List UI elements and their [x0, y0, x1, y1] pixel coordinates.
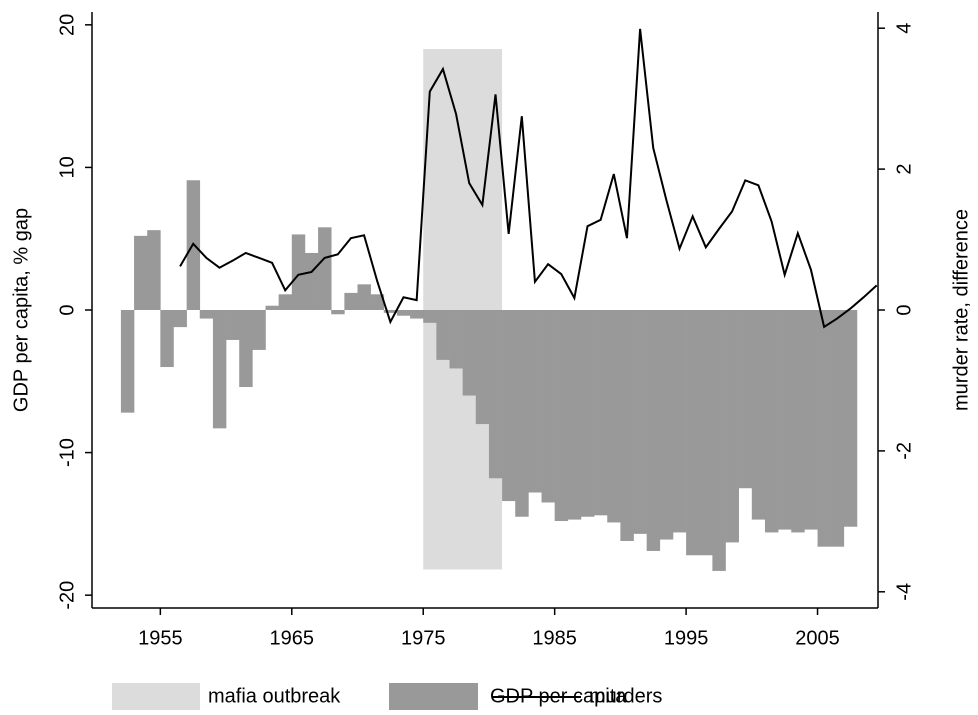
x-tick-label: 1985 — [532, 627, 577, 649]
bar — [646, 310, 661, 551]
bar — [580, 310, 595, 517]
x-tick-label: 1955 — [138, 627, 183, 649]
bar — [357, 284, 371, 310]
bar — [199, 310, 214, 319]
y-tick-label: 0 — [56, 304, 78, 315]
bar — [830, 310, 845, 547]
bar — [633, 310, 647, 534]
bar — [725, 310, 739, 543]
legend-swatch — [112, 683, 200, 710]
bar — [804, 310, 818, 530]
legend-swatch — [389, 683, 478, 710]
y2-tick-label: 2 — [893, 164, 915, 175]
bar — [751, 310, 766, 520]
bar — [212, 310, 227, 429]
y2-tick-label: 0 — [893, 304, 915, 315]
bar — [738, 310, 753, 489]
bar — [436, 310, 450, 360]
bar — [318, 227, 332, 310]
x-tick-label: 1965 — [270, 627, 315, 649]
bar — [160, 310, 174, 368]
bar — [396, 310, 411, 316]
bar — [173, 310, 187, 328]
bar — [344, 292, 358, 310]
bar — [778, 310, 792, 530]
y-tick-label: -10 — [56, 438, 78, 467]
bar — [620, 310, 634, 541]
line — [179, 28, 878, 329]
x-tick-label: 2005 — [795, 627, 840, 649]
bar — [791, 310, 805, 533]
bar — [554, 310, 569, 522]
bar — [594, 310, 608, 516]
bar — [239, 310, 253, 387]
bar — [304, 252, 319, 310]
bar — [528, 310, 542, 493]
bar — [383, 310, 398, 313]
bar — [147, 230, 161, 310]
bar — [410, 310, 424, 319]
bar — [120, 310, 135, 413]
y2-tick-label: -2 — [893, 442, 915, 460]
bar — [423, 310, 437, 323]
legend-label: murders — [589, 685, 662, 707]
bar — [278, 294, 293, 310]
y-axis-title: GDP per capita, % gap — [10, 208, 32, 412]
bar — [712, 310, 726, 571]
bar — [541, 310, 555, 503]
bar — [699, 310, 713, 556]
x-tick-label: 1975 — [401, 627, 446, 649]
y-tick-label: 10 — [56, 156, 78, 178]
y2-tick-label: -4 — [893, 583, 915, 601]
bar — [134, 235, 148, 310]
bar — [817, 310, 831, 547]
bar — [449, 310, 463, 369]
bar — [686, 310, 700, 556]
legend-label: mafia outbreak — [208, 685, 341, 707]
bar — [252, 310, 266, 350]
bar — [226, 310, 240, 340]
bar — [672, 310, 687, 533]
bar — [291, 234, 306, 310]
bar — [462, 310, 477, 396]
bar — [515, 310, 529, 517]
x-tick-label: 1995 — [664, 627, 709, 649]
bar — [370, 294, 385, 310]
shade-region — [423, 49, 503, 570]
y2-axis-title: murder rate, difference — [950, 209, 972, 411]
y-tick-label: 20 — [56, 14, 78, 36]
bar — [475, 310, 490, 425]
bar — [659, 310, 674, 540]
y-tick-label: -20 — [56, 581, 78, 610]
bar — [843, 310, 858, 527]
bar — [567, 310, 582, 520]
bar — [502, 310, 516, 502]
bar — [607, 310, 621, 523]
bar — [331, 310, 345, 315]
bar — [488, 310, 503, 479]
bar — [265, 305, 279, 310]
y2-tick-label: 4 — [893, 23, 915, 34]
bar — [764, 310, 779, 533]
